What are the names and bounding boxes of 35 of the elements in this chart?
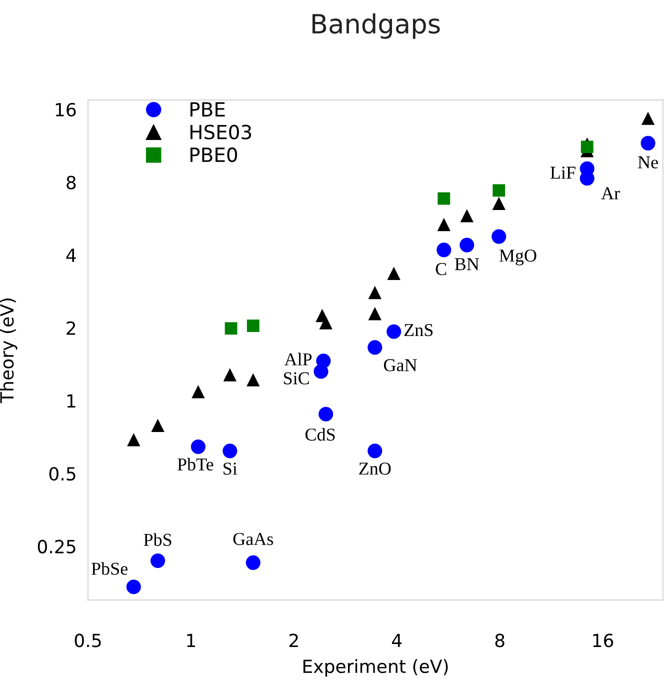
legend-label: PBE0 bbox=[190, 147, 238, 162]
annotation: ZnS bbox=[404, 324, 433, 336]
annotation: GaAs bbox=[233, 532, 274, 546]
y-tick-label: 0.5 bbox=[49, 466, 76, 481]
legend-label: HSE03 bbox=[190, 124, 252, 140]
x-tick-label: 16 bbox=[593, 634, 614, 648]
x-tick-label: 2 bbox=[289, 634, 298, 648]
annotation: LiF bbox=[550, 166, 576, 179]
annotation: MgO bbox=[499, 250, 536, 266]
x-tick-label: 4 bbox=[392, 634, 402, 648]
annotation: Si bbox=[224, 462, 238, 475]
y-tick-label: 1 bbox=[67, 394, 76, 408]
annotation: PbSe bbox=[92, 562, 128, 575]
annotation: Ne bbox=[638, 156, 658, 168]
annotation: CdS bbox=[305, 428, 335, 441]
annotation: ZnO bbox=[359, 462, 391, 475]
x-tick-label: 8 bbox=[495, 634, 504, 648]
y-axis-title: Theory (eV) bbox=[0, 298, 18, 404]
annotation: BN bbox=[454, 258, 480, 270]
y-tick-label: 4 bbox=[66, 248, 76, 262]
x-tick-label: 1 bbox=[187, 634, 196, 648]
y-tick-label: 0.25 bbox=[38, 540, 76, 554]
y-tick-label: 16 bbox=[56, 102, 76, 117]
legend-label: PBE bbox=[190, 102, 225, 116]
annotation: PbS bbox=[144, 533, 172, 546]
annotation: GaN bbox=[384, 359, 417, 372]
y-tick-label: 2 bbox=[66, 321, 76, 335]
annotation: Ar bbox=[601, 187, 620, 200]
annotation: AlP bbox=[284, 352, 312, 366]
x-axis-title: Experiment (eV) bbox=[303, 659, 448, 677]
chart-title: Bandgaps bbox=[312, 13, 440, 39]
y-tick-label: 8 bbox=[66, 176, 76, 190]
annotation: PbTe bbox=[178, 458, 214, 471]
annotation: C bbox=[436, 263, 446, 276]
annotation: SiC bbox=[284, 372, 309, 384]
